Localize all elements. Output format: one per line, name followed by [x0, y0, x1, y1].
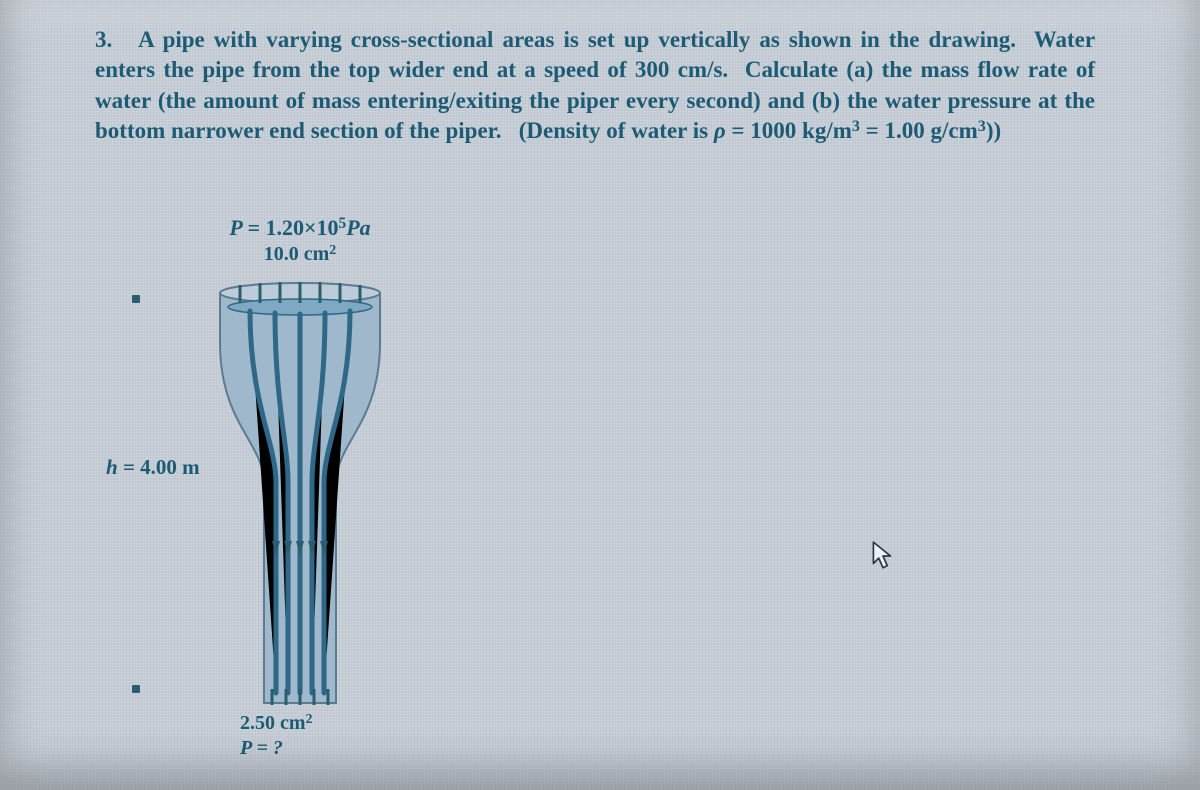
problem-block: 3. A pipe with varying cross-sectional a… — [95, 25, 1095, 146]
top-pressure-prefix: P = — [229, 215, 265, 240]
rho-symbol: ρ — [714, 118, 726, 143]
bottom-tick-mark — [132, 685, 140, 693]
density-val-1: 1000 kg/m — [750, 118, 852, 143]
cursor-icon — [870, 540, 896, 572]
bottom-pressure-label: P = ? — [240, 736, 313, 761]
top-pressure-label: P = 1.20×105Pa — [170, 215, 430, 241]
top-pressure-exp: 5 — [339, 215, 347, 232]
top-area-exp: 2 — [329, 243, 336, 258]
top-area-value: 10.0 cm — [264, 243, 330, 265]
density-tail: )) — [986, 118, 1001, 143]
density-eq: = 1.00 g/cm — [860, 118, 978, 143]
top-pressure-value: 1.20×10 — [265, 215, 338, 240]
bottom-area-label: 2.50 cm2 — [240, 711, 313, 736]
problem-body: A pipe with varying cross-sectional area… — [95, 27, 1095, 143]
top-area-label: 10.0 cm2 — [170, 243, 430, 266]
bottom-area-value: 2.50 cm — [240, 712, 306, 734]
height-prefix: h = — [106, 455, 140, 479]
top-tick-mark — [132, 295, 140, 303]
bottom-area-exp: 2 — [306, 712, 313, 727]
problem-text: 3. A pipe with varying cross-sectional a… — [95, 25, 1095, 146]
top-pressure-unit: Pa — [346, 215, 370, 240]
bottom-labels: 2.50 cm2 P = ? — [240, 711, 313, 761]
height-value: 4.00 m — [140, 455, 200, 479]
figure: P = 1.20×105Pa 10.0 cm2 h = 4.00 m — [170, 215, 430, 755]
density-exp-2: 3 — [978, 118, 986, 135]
pipe-diagram — [210, 273, 390, 713]
density-exp-1: 3 — [852, 118, 860, 135]
problem-number: 3. — [95, 27, 112, 52]
height-label: h = 4.00 m — [106, 455, 200, 480]
